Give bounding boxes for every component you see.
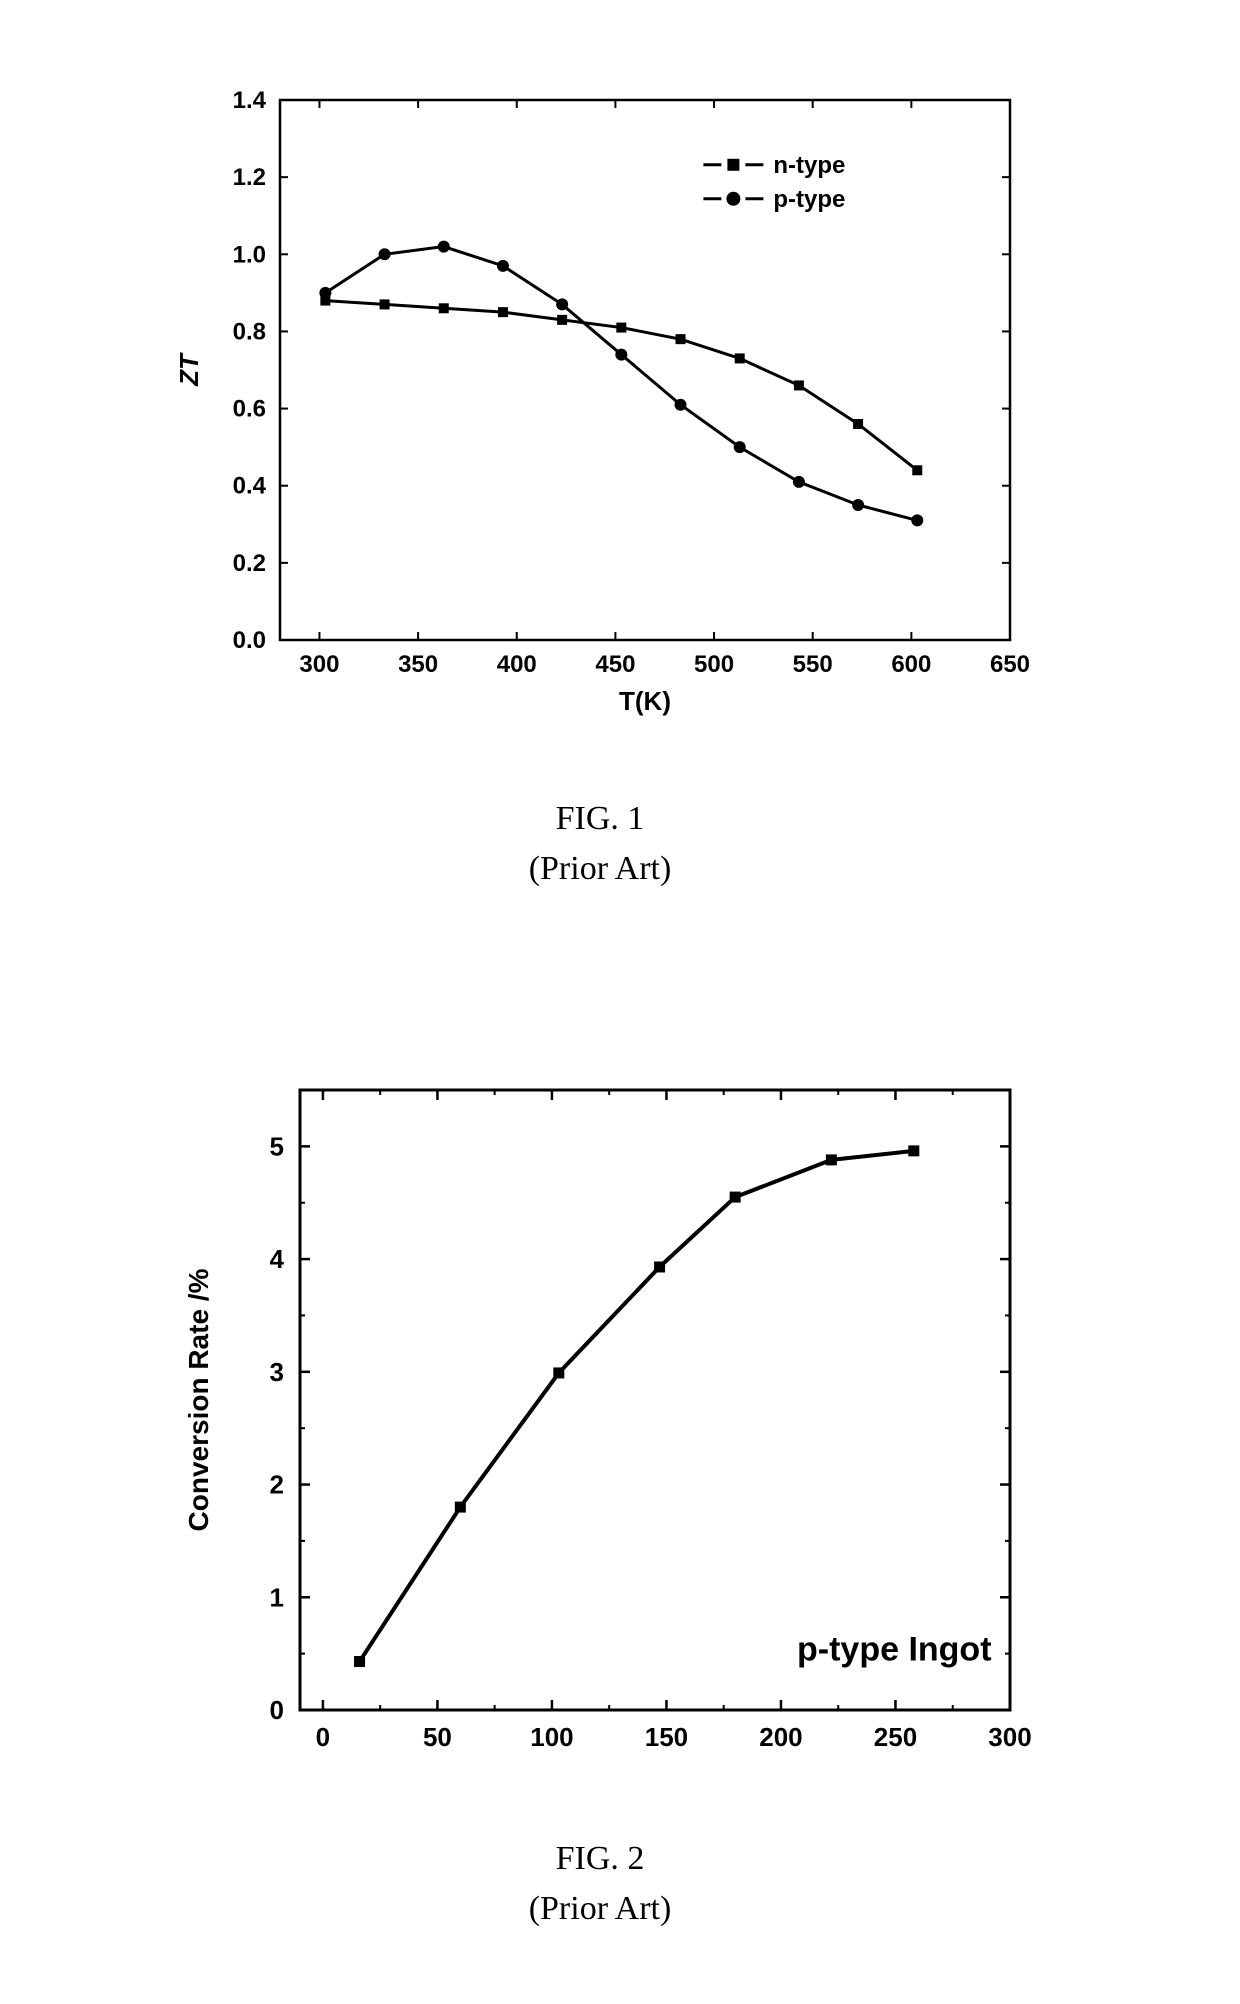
fig1-caption: FIG. 1 [160,800,1040,838]
svg-text:1.2: 1.2 [233,164,266,191]
svg-text:1.0: 1.0 [233,241,266,268]
svg-text:n-type: n-type [773,152,845,179]
fig2-caption-sub: (Prior Art) [160,1890,1040,1928]
svg-text:4: 4 [270,1244,285,1274]
svg-text:0.0: 0.0 [233,627,266,654]
svg-text:400: 400 [497,651,537,678]
svg-text:250: 250 [874,1722,917,1752]
svg-text:650: 650 [990,651,1030,678]
svg-text:0.8: 0.8 [233,318,266,345]
fig2-caption: FIG. 2 [160,1840,1040,1878]
svg-text:300: 300 [988,1722,1031,1752]
fig1-svg: 300 350 400 450 500 550 600 650 0.0 0.2 0.4 0.6 0.8 1… [160,80,1040,730]
svg-text:2: 2 [270,1470,284,1500]
svg-text:T(K): T(K) [619,686,671,716]
svg-text:5: 5 [270,1131,284,1161]
svg-text:450: 450 [595,651,635,678]
svg-text:3: 3 [270,1357,284,1387]
svg-text:0.6: 0.6 [233,396,266,423]
svg-text:150: 150 [645,1722,688,1752]
svg-text:0: 0 [316,1722,330,1752]
fig1-caption-sub: (Prior Art) [160,850,1040,888]
svg-text:0.2: 0.2 [233,550,266,577]
svg-text:200: 200 [759,1722,802,1752]
fig2-svg: 0 50 100 150 200 250 300 0 1 2 3 4 5 Conversion Rate … [160,1060,1040,1780]
svg-text:0: 0 [270,1695,284,1725]
svg-text:p-type: p-type [773,186,845,213]
svg-text:500: 500 [694,651,734,678]
svg-text:ZT: ZT [174,352,204,387]
svg-text:550: 550 [793,651,833,678]
svg-text:50: 50 [423,1722,452,1752]
svg-text:350: 350 [398,651,438,678]
svg-text:1.4: 1.4 [233,87,267,114]
page: 3003504004505005506006500.00.20.40.60.81… [0,0,1240,2004]
svg-text:300: 300 [299,651,339,678]
svg-text:100: 100 [530,1722,573,1752]
figure-2-chart: 0 50 100 150 200 250 300 0 1 2 3 4 5 Conversion Rate … [160,1060,1040,1780]
svg-text:1: 1 [270,1582,284,1612]
svg-text:p-type Ingot: p-type Ingot [797,1630,992,1668]
svg-text:0.4: 0.4 [233,473,267,500]
figure-1-chart: 300 350 400 450 500 550 600 650 0.0 0.2 0.4 0.6 0.8 1… [160,80,1040,730]
svg-text:Conversion Rate /%: Conversion Rate /% [183,1268,214,1531]
svg-text:600: 600 [891,651,931,678]
